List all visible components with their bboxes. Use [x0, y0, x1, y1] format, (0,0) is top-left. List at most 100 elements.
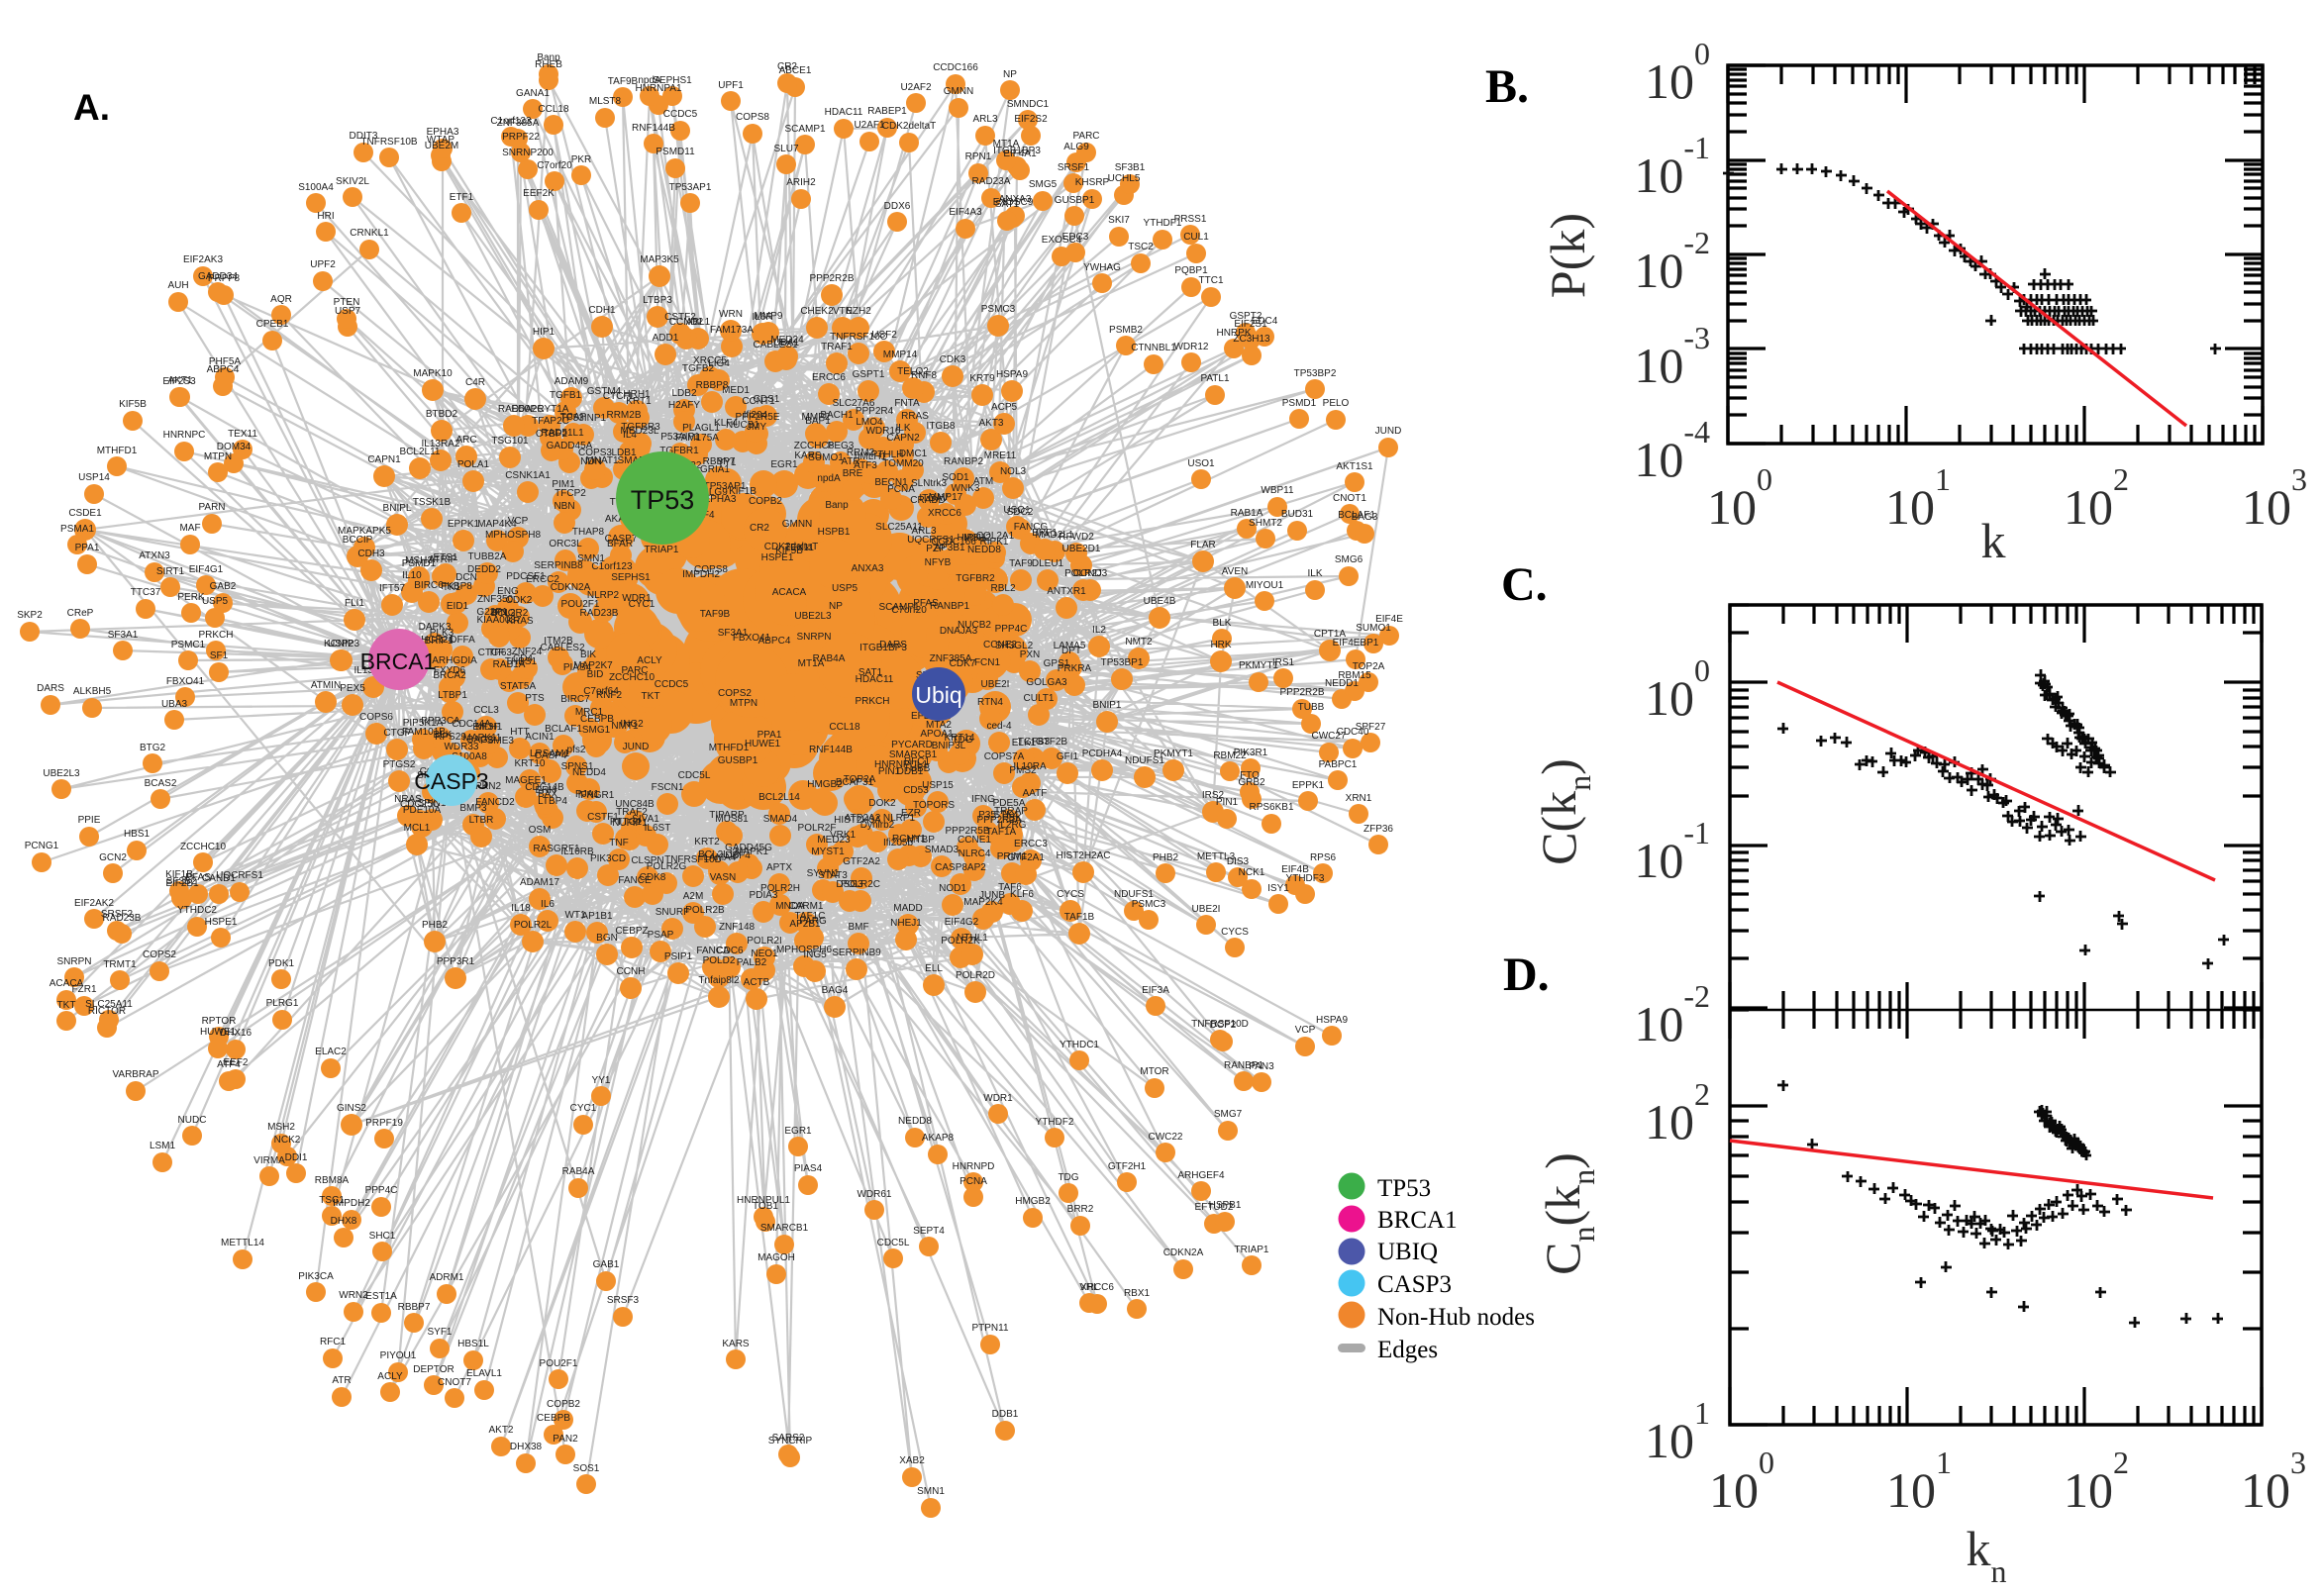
svg-text:EPHA3: EPHA3 [427, 127, 459, 138]
svg-text:U2AF1: U2AF1 [854, 120, 885, 131]
svg-text:MTOR: MTOR [1140, 1066, 1168, 1077]
svg-text:BCL2L14: BCL2L14 [758, 792, 800, 803]
svg-text:ING2: ING2 [620, 719, 644, 730]
svg-text:ING5: ING5 [803, 949, 827, 960]
svg-text:LTBP4: LTBP4 [538, 796, 567, 807]
svg-text:PPA1: PPA1 [758, 730, 782, 741]
svg-text:NMT1: NMT1 [611, 721, 639, 732]
svg-text:GTF2A1: GTF2A1 [1007, 852, 1045, 863]
svg-text:TUBB: TUBB [904, 763, 931, 774]
svg-text:ATXN3: ATXN3 [139, 550, 170, 561]
svg-text:WDR1: WDR1 [983, 1093, 1013, 1104]
svg-text:BCAP31: BCAP31 [836, 777, 874, 788]
svg-text:DMC1: DMC1 [899, 449, 928, 459]
svg-text:SUMO1: SUMO1 [1356, 623, 1391, 634]
svg-text:CDK8: CDK8 [640, 872, 666, 883]
svg-text:TP53AP1: TP53AP1 [704, 481, 747, 492]
svg-text:PRPF22: PRPF22 [502, 132, 540, 143]
svg-text:ZNF385A: ZNF385A [930, 653, 972, 664]
svg-text:ADD1: ADD1 [653, 333, 679, 344]
svg-text:PABPC1: PABPC1 [1319, 759, 1358, 770]
svg-text:BAX: BAX [538, 789, 557, 800]
svg-text:GADD34: GADD34 [198, 271, 238, 282]
svg-text:LDB1: LDB1 [611, 448, 636, 458]
svg-text:LIG4: LIG4 [708, 358, 730, 369]
svg-text:NLRC4: NLRC4 [959, 848, 991, 859]
svg-text:AQR: AQR [270, 294, 292, 305]
svg-text:KIF1B: KIF1B [165, 869, 193, 880]
svg-text:TAF6: TAF6 [998, 882, 1022, 893]
svg-text:PTS: PTS [525, 693, 545, 704]
svg-text:SIVA1: SIVA1 [632, 814, 659, 825]
svg-text:POLA1: POLA1 [457, 459, 490, 470]
svg-text:XAB2: XAB2 [899, 1455, 925, 1466]
svg-text:DLEU1: DLEU1 [1032, 558, 1064, 569]
svg-text:SMARCB1: SMARCB1 [889, 749, 938, 760]
svg-text:CWC27: CWC27 [1311, 731, 1346, 742]
svg-text:UBA1: UBA1 [773, 338, 800, 349]
svg-text:UPF1: UPF1 [718, 80, 744, 91]
svg-text:SAT1: SAT1 [995, 199, 1020, 210]
svg-text:HDAC11: HDAC11 [856, 674, 894, 685]
svg-text:IL10RB: IL10RB [560, 847, 594, 857]
svg-text:BLK: BLK [434, 730, 453, 741]
svg-text:DHX38: DHX38 [510, 1442, 543, 1452]
svg-text:BIK: BIK [580, 649, 596, 660]
svg-text:BCLAF1: BCLAF1 [1338, 510, 1375, 521]
svg-text:POLD2: POLD2 [703, 955, 736, 966]
svg-text:PKMYT1: PKMYT1 [1154, 748, 1193, 759]
svg-text:HNRPK: HNRPK [1216, 328, 1251, 339]
svg-text:HSPB1: HSPB1 [1209, 1200, 1242, 1211]
svg-text:IL2RG: IL2RG [998, 820, 1027, 831]
svg-text:CDK2: CDK2 [506, 595, 533, 606]
svg-text:FSCN1: FSCN1 [652, 782, 684, 793]
svg-text:CEBPZ: CEBPZ [615, 926, 648, 937]
svg-text:CSNK1A1: CSNK1A1 [505, 470, 551, 481]
svg-text:SEPHS1: SEPHS1 [611, 572, 651, 583]
svg-text:FANCE: FANCE [618, 875, 652, 886]
svg-text:NEDD8: NEDD8 [898, 1116, 932, 1127]
svg-text:RASGRF1: RASGRF1 [533, 844, 580, 854]
svg-text:KRT2: KRT2 [694, 837, 720, 848]
svg-text:CCNH: CCNH [617, 966, 646, 977]
svg-text:Banp: Banp [825, 500, 849, 511]
svg-text:ITGB1BP3: ITGB1BP3 [859, 643, 907, 653]
svg-text:WTAP: WTAP [427, 135, 454, 146]
svg-text:ZFP36: ZFP36 [1364, 824, 1393, 835]
svg-text:APTX: APTX [766, 862, 792, 873]
svg-text:IL10: IL10 [402, 570, 422, 581]
svg-text:BTBD2: BTBD2 [426, 409, 458, 420]
svg-text:FBXO41: FBXO41 [733, 633, 771, 644]
svg-text:CD53: CD53 [903, 785, 929, 796]
svg-text:SDC2: SDC2 [1007, 507, 1034, 518]
svg-text:MUS81: MUS81 [715, 814, 749, 825]
svg-text:DCN: DCN [455, 572, 477, 583]
svg-text:SKIV2L: SKIV2L [336, 176, 369, 187]
svg-text:DHCR24: DHCR24 [414, 635, 454, 646]
svg-text:CCND2: CCND2 [669, 317, 704, 328]
svg-text:TGFBR1: TGFBR1 [659, 446, 699, 456]
svg-text:ELL: ELL [925, 963, 943, 974]
svg-text:CPT1A: CPT1A [1314, 629, 1347, 640]
svg-text:PPIE: PPIE [78, 815, 101, 826]
svg-text:PIM1: PIM1 [552, 479, 575, 490]
svg-text:CTGF: CTGF [383, 728, 410, 739]
svg-text:MSH2: MSH2 [267, 1122, 295, 1133]
svg-text:TAF1B: TAF1B [1064, 912, 1095, 923]
svg-text:USP15: USP15 [922, 780, 954, 791]
svg-text:NDN: NDN [580, 456, 602, 467]
svg-text:MPHOSPH6: MPHOSPH6 [776, 945, 833, 955]
svg-text:ACACA: ACACA [50, 978, 84, 989]
svg-text:IL6ST: IL6ST [645, 823, 671, 834]
svg-text:EIF2B1: EIF2B1 [165, 878, 199, 889]
svg-text:Ifi204: Ifi204 [744, 410, 768, 421]
svg-text:MSH2: MSH2 [963, 533, 991, 544]
svg-text:GAB2: GAB2 [210, 581, 237, 592]
svg-text:SH3GL2: SH3GL2 [995, 641, 1034, 651]
svg-text:RAD51L1: RAD51L1 [541, 428, 584, 439]
svg-text:ENG: ENG [497, 586, 519, 597]
svg-text:TUBB2A: TUBB2A [468, 551, 507, 562]
svg-text:SNRPN: SNRPN [796, 632, 831, 643]
svg-text:TNFRSF10C: TNFRSF10C [830, 332, 887, 343]
svg-text:PCYT1A: PCYT1A [531, 404, 569, 415]
